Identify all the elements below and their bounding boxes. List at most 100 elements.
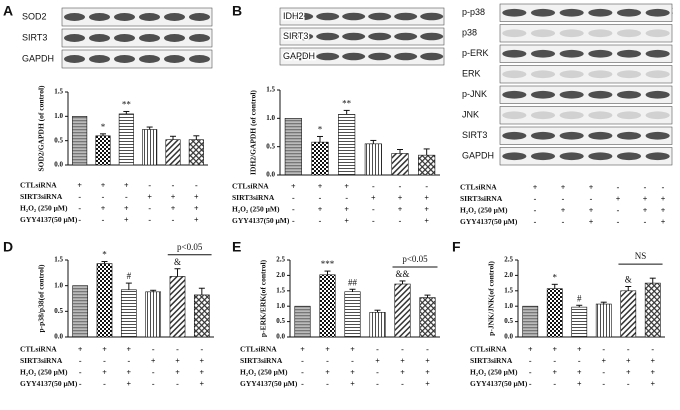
significance-mark: *	[553, 272, 558, 282]
panel-letter: F	[452, 239, 461, 255]
blot-band	[164, 55, 185, 63]
condition-sign: +	[350, 345, 355, 354]
condition-label: GYY4137(50 μM)	[20, 215, 78, 224]
significance-mark: *	[102, 250, 107, 260]
condition-sign: +	[661, 194, 666, 203]
blot-band	[368, 52, 392, 61]
y-axis-label: p-ERK/ERK(of control)	[259, 259, 268, 337]
condition-label: GYY4137(50 μM)	[460, 217, 518, 226]
condition-sign: +	[424, 193, 429, 202]
condition-label: SIRT3siRNA	[20, 192, 63, 201]
condition-label: H₂O₂ (250 μM)	[20, 368, 68, 377]
bar	[142, 129, 158, 166]
blot-label: p-JNK	[462, 89, 487, 99]
condition-label: GYY4137(50 μM)	[240, 379, 298, 388]
condition-sign: -	[644, 183, 647, 192]
blot-band	[164, 13, 185, 21]
blot-band	[502, 152, 527, 161]
blot-band	[616, 111, 642, 120]
bar	[165, 139, 181, 166]
condition-sign: -	[372, 182, 375, 191]
blot-band	[502, 131, 527, 140]
condition-sign: +	[77, 181, 82, 190]
bar	[294, 305, 311, 338]
bar	[344, 291, 361, 338]
condition-sign: -	[401, 345, 404, 354]
blot-band	[559, 70, 584, 79]
significance-mark: ##	[348, 277, 358, 287]
condition-label: CTLsiRNA	[470, 345, 507, 354]
condition-sign: -	[617, 217, 620, 226]
condition-label: H₂O₂ (250 μM)	[460, 206, 508, 215]
blot-band	[616, 29, 642, 38]
condition-sign: -	[651, 345, 654, 354]
condition-sign: -	[426, 345, 429, 354]
blot-frame	[499, 24, 673, 43]
condition-label: H₂O₂ (250 μM)	[470, 368, 518, 377]
condition-sign: +	[616, 194, 621, 203]
blot-band	[559, 8, 584, 17]
blot-frame	[499, 65, 673, 84]
condition-label: H₂O₂ (250 μM)	[232, 205, 280, 214]
significance-mark: &	[625, 275, 632, 285]
condition-sign: -	[534, 217, 537, 226]
condition-sign: -	[292, 216, 295, 225]
condition-sign: +	[151, 356, 156, 365]
y-tick-label: 2.0	[276, 271, 285, 279]
y-tick-label: 1.0	[266, 114, 275, 122]
condition-sign: -	[326, 356, 329, 365]
condition-sign: +	[650, 356, 655, 365]
condition-sign: -	[534, 194, 537, 203]
condition-sign: +	[400, 356, 405, 365]
condition-sign: +	[344, 205, 349, 214]
condition-sign: -	[562, 217, 565, 226]
y-axis-label: p-p38/p38(of control)	[37, 264, 46, 332]
blot-band	[502, 111, 527, 120]
significance-mark: #	[577, 293, 582, 303]
condition-sign: -	[578, 356, 581, 365]
condition-sign: +	[325, 368, 330, 377]
condition-sign: -	[351, 356, 354, 365]
condition-sign: +	[533, 183, 538, 192]
condition-sign: -	[529, 368, 532, 377]
blot-label: SIRT3	[462, 130, 487, 140]
blot-band	[559, 49, 584, 58]
condition-sign: -	[376, 345, 379, 354]
condition-sign: -	[152, 368, 155, 377]
condition-sign: +	[424, 205, 429, 214]
blot-band	[645, 29, 670, 38]
condition-label: GYY4137(50 μM)	[232, 216, 290, 225]
bar	[394, 283, 411, 338]
blot-band	[530, 49, 556, 58]
condition-sign: -	[148, 215, 151, 224]
bar	[391, 153, 409, 176]
blot-band	[559, 90, 584, 99]
condition-sign: -	[172, 181, 175, 190]
condition-label: CTLsiRNA	[232, 182, 269, 191]
blot-band	[530, 29, 556, 38]
condition-sign: +	[124, 204, 129, 213]
condition-sign: -	[172, 215, 175, 224]
condition-sign: +	[375, 356, 380, 365]
blot-frame	[499, 3, 673, 22]
bar	[96, 263, 113, 338]
condition-sign: -	[627, 379, 630, 388]
blot-label: GAPDH	[22, 53, 54, 63]
panel-letter: A	[3, 3, 13, 19]
significance-mark: &	[174, 257, 181, 267]
significance-mark: **	[122, 100, 132, 110]
condition-sign: -	[644, 217, 647, 226]
blot-band	[368, 32, 392, 41]
condition-sign: -	[617, 206, 620, 215]
blot-band	[139, 13, 160, 21]
condition-sign: -	[562, 194, 565, 203]
condition-sign: -	[529, 379, 532, 388]
condition-sign: +	[643, 206, 648, 215]
condition-sign: +	[344, 216, 349, 225]
blot-label: JNK	[462, 110, 479, 120]
condition-sign: +	[318, 205, 323, 214]
blot-band	[316, 12, 340, 21]
condition-sign: +	[124, 181, 129, 190]
blot-band	[189, 55, 210, 63]
comparison-label: p<0.05	[177, 242, 203, 252]
